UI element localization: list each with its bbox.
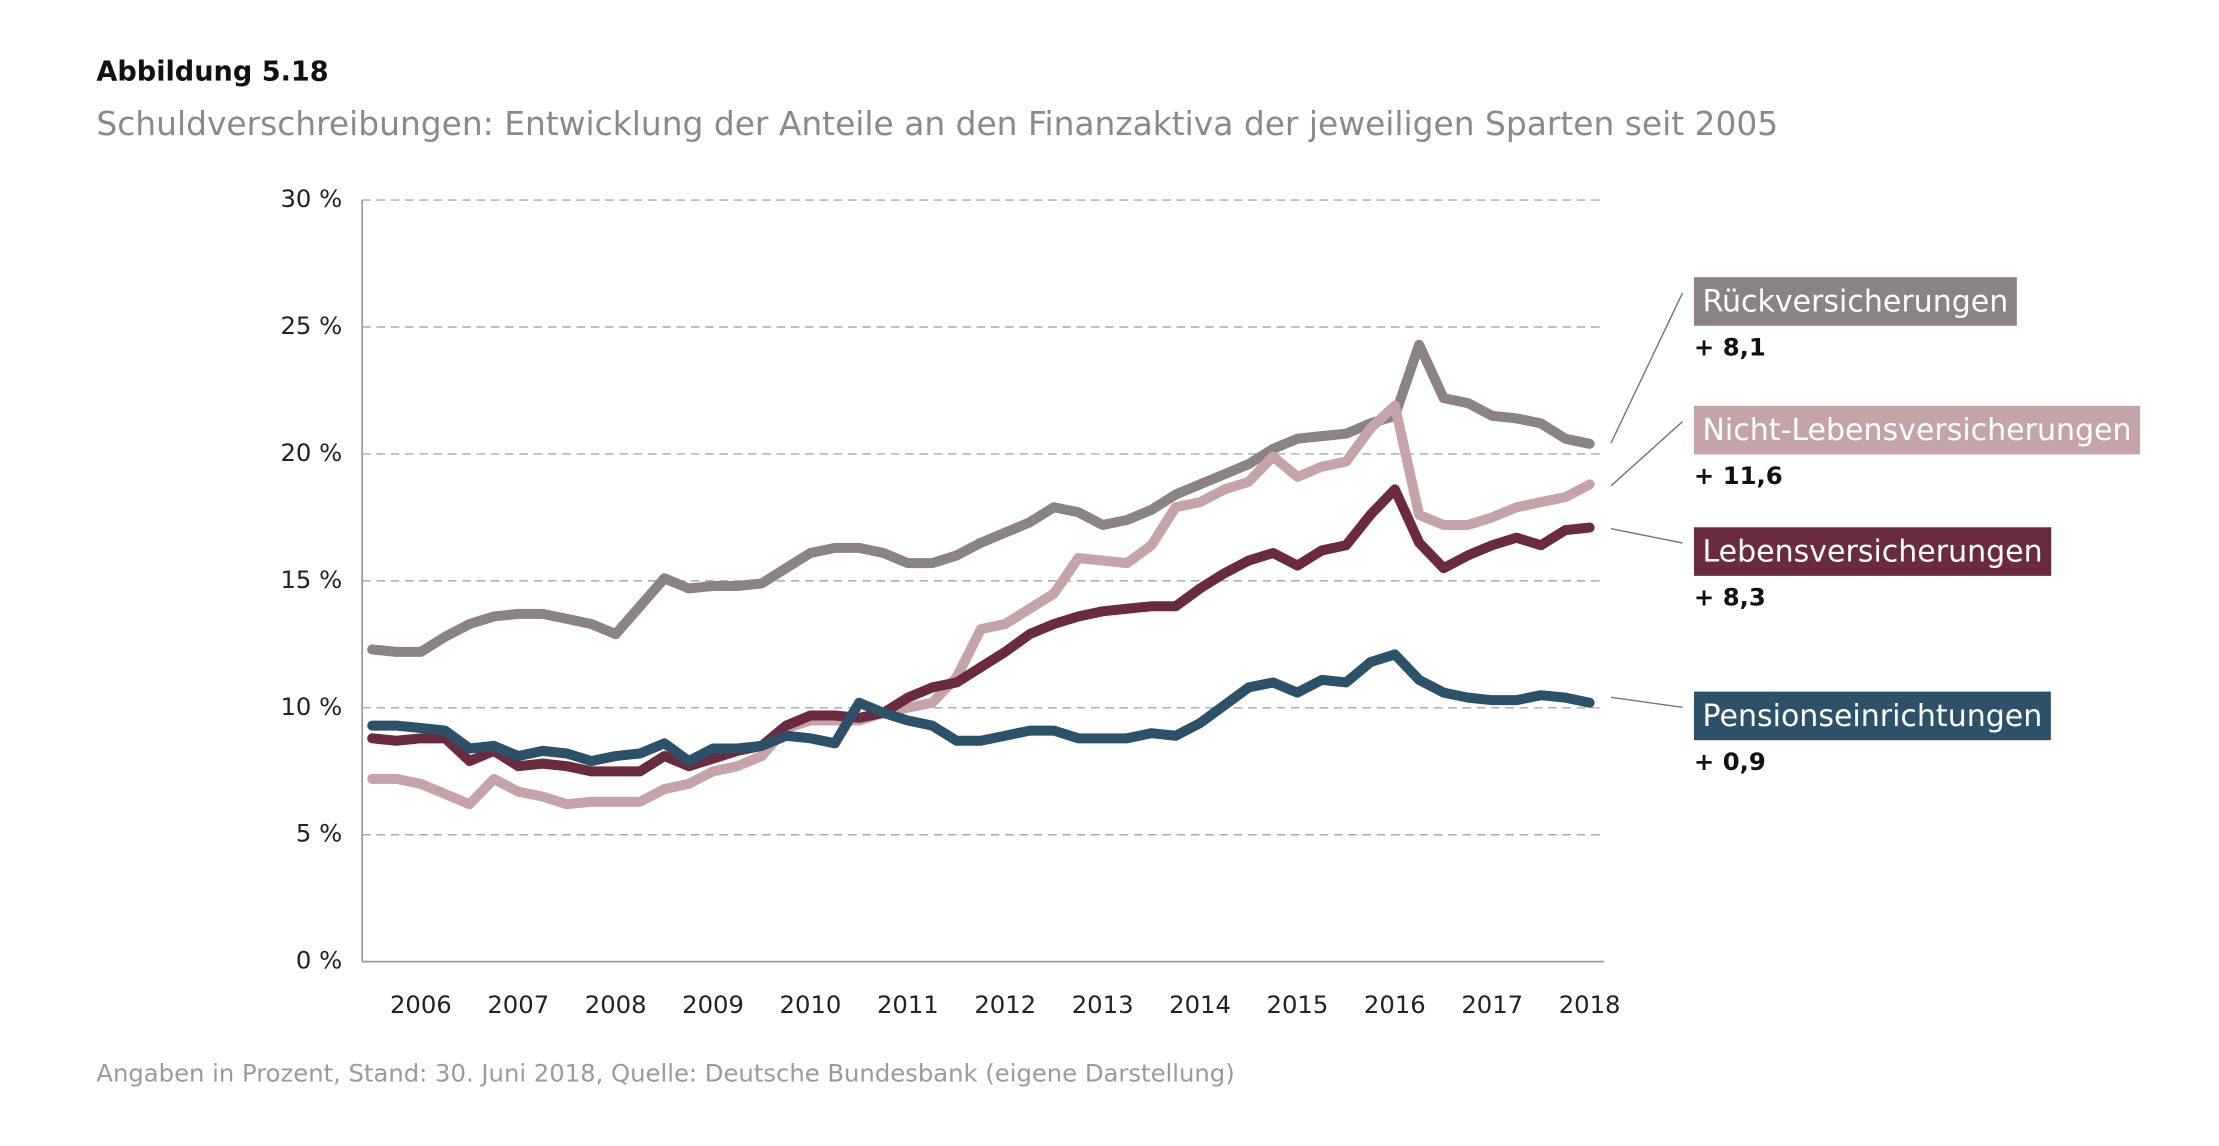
legend-label: Rückversicherungen: [1703, 284, 2009, 319]
series-annotation: + 8,1: [1694, 333, 1766, 362]
x-tick-label: 2012: [974, 990, 1036, 1019]
x-tick-label: 2013: [1072, 990, 1134, 1019]
x-tick-label: 2010: [780, 990, 842, 1019]
legend-connector: [1610, 696, 1683, 709]
y-tick-label: 5 %: [296, 819, 342, 848]
y-tick-label: 30 %: [280, 184, 342, 213]
x-tick-label: 2017: [1461, 990, 1523, 1019]
y-tick-label: 25 %: [280, 311, 342, 340]
legend-box: [1693, 691, 2051, 741]
legend-connector: [1610, 421, 1683, 487]
x-tick-label: 2016: [1364, 990, 1426, 1019]
x-tick-label: 2009: [682, 990, 744, 1019]
series-line: [367, 484, 1595, 777]
y-tick-label: 15 %: [280, 565, 342, 594]
legend-label: Nicht-Lebensversicherungen: [1703, 413, 2132, 448]
legend-box: [1693, 405, 2141, 455]
series-line: [367, 649, 1595, 767]
series-line: [367, 339, 1595, 657]
x-tick-label: 2011: [877, 990, 939, 1019]
series-line: [367, 400, 1595, 810]
legend-connector: [1610, 292, 1684, 444]
series-annotation: + 11,6: [1694, 461, 1783, 490]
series-annotation: + 8,3: [1694, 583, 1766, 612]
legend-box: [1693, 277, 2017, 326]
chart-title: Schuldverschreibungen: Entwicklung der A…: [96, 104, 1778, 143]
x-tick-label: 2006: [390, 990, 452, 1019]
x-tick-label: 2015: [1267, 990, 1329, 1019]
legend-connector: [1610, 528, 1683, 544]
y-tick-label: 10 %: [280, 692, 342, 721]
y-tick-label: 20 %: [280, 438, 342, 467]
x-tick-label: 2007: [487, 990, 549, 1019]
legend-box: [1693, 527, 2052, 576]
chart-note: Angaben in Prozent, Stand: 30. Juni 2018…: [96, 1059, 1234, 1088]
x-tick-label: 2008: [585, 990, 647, 1019]
series-annotation: + 0,9: [1694, 747, 1766, 776]
x-tick-label: 2014: [1169, 990, 1231, 1019]
x-tick-label: 2018: [1559, 990, 1621, 1019]
legend-label: Lebensversicherungen: [1703, 534, 2043, 569]
y-tick-label: 0 %: [296, 946, 342, 975]
figure-label: Abbildung 5.18: [96, 56, 328, 87]
legend-label: Pensionseinrichtungen: [1703, 699, 2043, 734]
